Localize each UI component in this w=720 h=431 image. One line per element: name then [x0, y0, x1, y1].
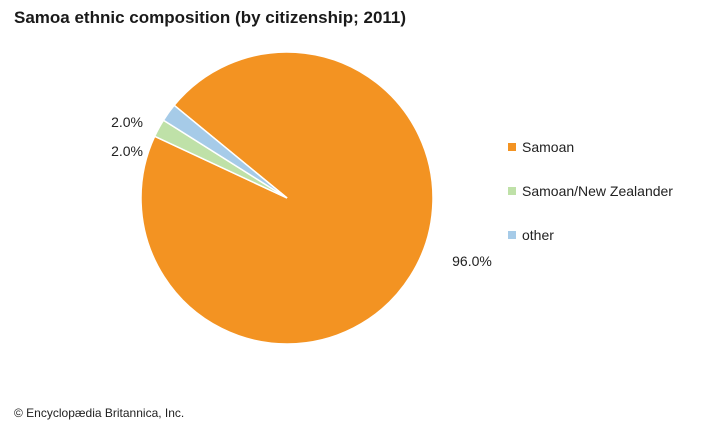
- legend-label-other: other: [522, 227, 554, 243]
- copyright-credit: © Encyclopædia Britannica, Inc.: [14, 406, 185, 420]
- data-label-samoan: 96.0%: [452, 253, 492, 269]
- data-label-samoan-new-zealander: 2.0%: [111, 143, 143, 159]
- legend-swatch-other: [508, 231, 516, 239]
- legend-swatch-samoan-new-zealander: [508, 187, 516, 195]
- legend-item-samoan-new-zealander: Samoan/New Zealander: [508, 180, 673, 202]
- pie-labels: 96.0% 2.0% 2.0%: [111, 114, 492, 269]
- legend-item-other: other: [508, 224, 673, 246]
- data-label-other: 2.0%: [111, 114, 143, 130]
- legend-item-samoan: Samoan: [508, 136, 673, 158]
- pie-slices: [140, 51, 434, 345]
- legend-label-samoan: Samoan: [522, 139, 575, 155]
- legend-swatch-samoan: [508, 143, 516, 151]
- legend: Samoan Samoan/New Zealander other: [508, 136, 673, 268]
- pie-slice-other: [162, 104, 288, 199]
- chart-title: Samoa ethnic composition (by citizenship…: [14, 8, 407, 27]
- legend-label-samoan-new-zealander: Samoan/New Zealander: [522, 183, 673, 199]
